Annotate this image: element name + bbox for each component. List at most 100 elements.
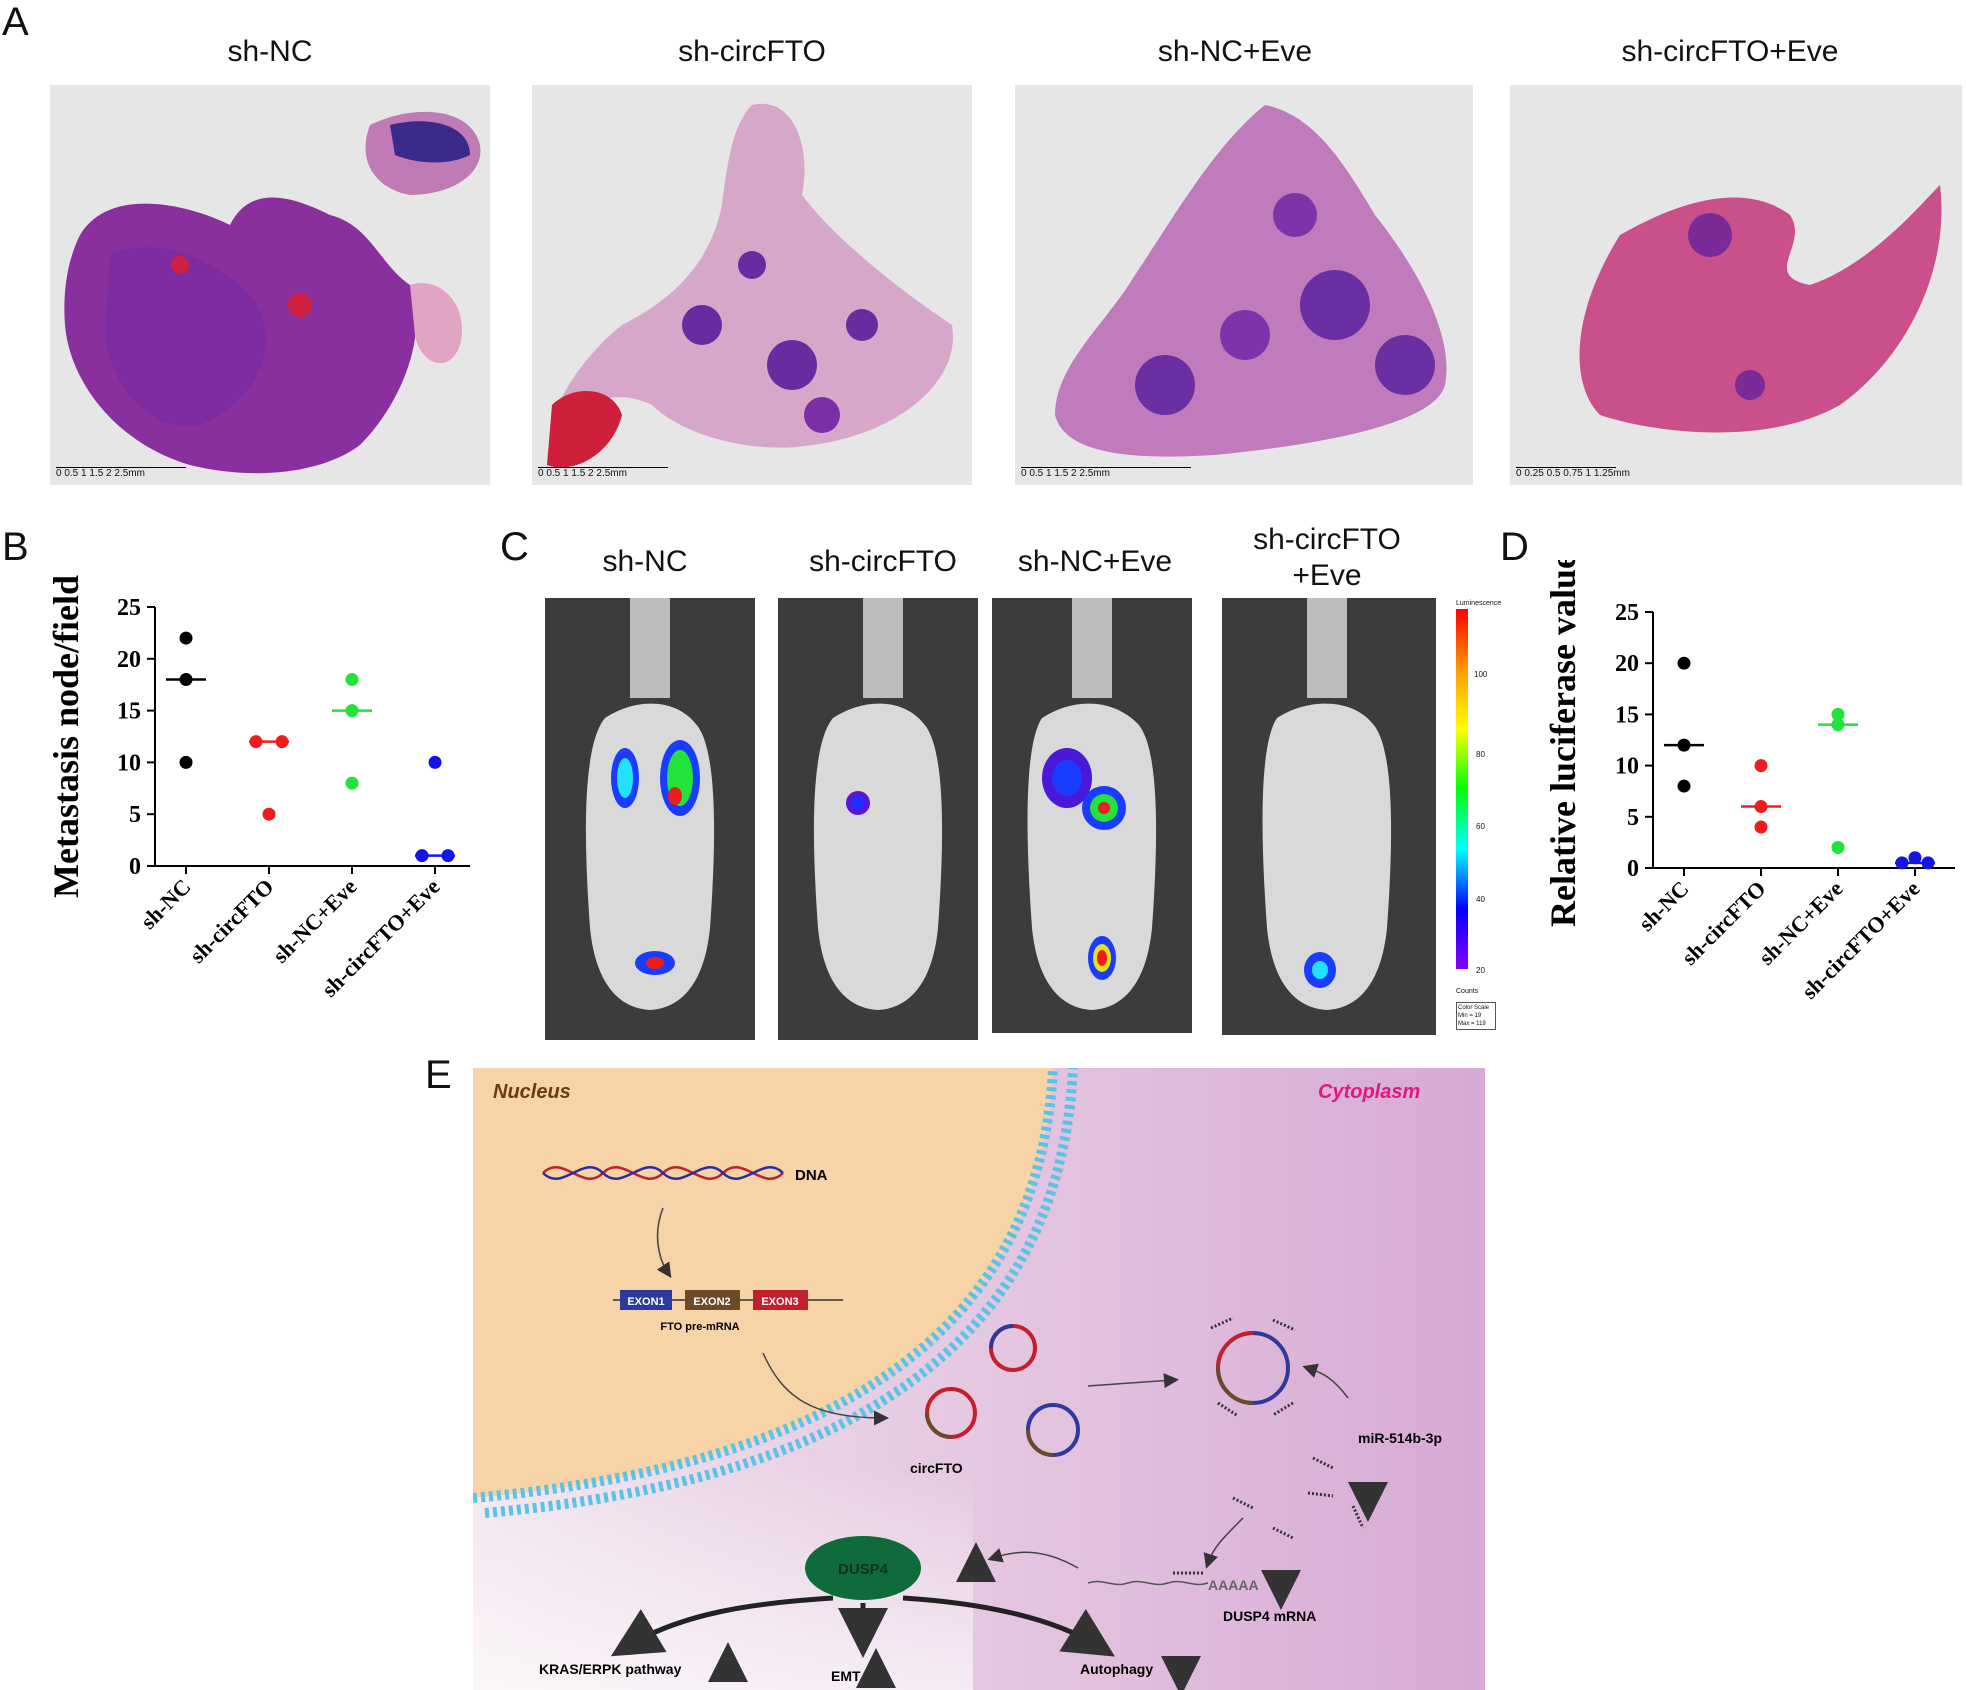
mouse-sh-nc-drawing <box>585 598 715 1010</box>
colorbar-tick-60: 60 <box>1476 822 1485 831</box>
mouse-image-sh-circfto <box>778 598 978 1040</box>
colorbar-counts: Counts <box>1456 988 1479 995</box>
y-tick-label: 25 <box>1615 600 1639 626</box>
mouse-image-sh-nc <box>545 598 755 1040</box>
circfto-ring-1-seg <box>989 1324 1014 1349</box>
nucleus-label: Nucleus <box>493 1081 571 1103</box>
histology-sh-nc-drawing <box>64 111 481 474</box>
data-point <box>1677 656 1691 670</box>
export-arrow <box>762 1352 889 1426</box>
dusp4-mrna-strand <box>1087 1580 1209 1586</box>
mouse-image-sh-nc-eve <box>992 598 1192 1033</box>
mir-target-arrow <box>1203 1517 1244 1569</box>
data-point <box>1921 856 1935 870</box>
data-point <box>179 673 193 687</box>
panel-letter-c: C <box>500 525 529 569</box>
y-axis-label: Metastasis node/field <box>46 575 86 898</box>
exon1-box <box>620 1290 672 1310</box>
data-point <box>1677 738 1691 752</box>
panel-letter-e: E <box>425 1053 452 1097</box>
panel-c-label-3: sh-NC+Eve <box>1017 545 1173 578</box>
panel-c-label-4: sh-circFTO +Eve <box>1253 523 1401 592</box>
dusp4-mrna-label: DUSP4 mRNA <box>1223 1608 1316 1624</box>
nuclear-membrane <box>473 1068 1058 1503</box>
chart-panel-b: 0 5 10 15 20 25 Metastasis node/field sh-NCsh-c… <box>46 575 470 1002</box>
dna-strand-2 <box>542 1166 784 1180</box>
data-point <box>1754 820 1768 834</box>
histology-image-sh-nc: 0 0.5 1 1.5 2 2.5mm <box>50 85 490 485</box>
data-point <box>441 849 455 863</box>
y-tick-label: 20 <box>117 647 141 673</box>
exon3-label: EXON3 <box>761 1296 798 1308</box>
circfto-sponge-seg2 <box>1216 1367 1254 1405</box>
histology-sh-circfto-drawing <box>547 103 953 468</box>
panel-letter-d: D <box>1500 525 1529 569</box>
polya-label: AAAAA <box>1208 1577 1259 1593</box>
scalebar-sh-circfto-eve: 0 0.25 0.5 0.75 1 1.25mm <box>1516 461 1630 479</box>
y-tick-label: 15 <box>1615 702 1639 728</box>
data-point <box>1908 851 1922 865</box>
scalebar-sh-nc: 0 0.5 1 1.5 2 2.5mm <box>56 461 186 479</box>
kras-label: KRAS/ERPK pathway <box>539 1661 682 1677</box>
data-point <box>1677 779 1691 793</box>
x-tick-label: sh-NC <box>1633 876 1693 936</box>
y-tick-label: 10 <box>117 750 141 776</box>
mir-label: miR-514b-3p <box>1358 1430 1442 1446</box>
y-tick-label: 5 <box>1627 805 1639 831</box>
panel-a-label-3: sh-NC+Eve <box>1157 35 1313 68</box>
panel-a-label-4: sh-circFTO+Eve <box>1621 35 1839 68</box>
histology-image-sh-circfto-eve: 0 0.25 0.5 0.75 1 1.25mm <box>1510 85 1962 485</box>
nuclear-membrane-outer <box>484 1068 1078 1518</box>
scalebar-sh-circfto: 0 0.5 1 1.5 2 2.5mm <box>538 461 668 479</box>
histology-image-sh-nc-eve: 0 0.5 1 1.5 2 2.5mm <box>1015 85 1473 485</box>
colorbar-gradient <box>1456 609 1468 969</box>
histology-image-sh-circfto: 0 0.5 1 1.5 2 2.5mm <box>532 85 972 485</box>
autophagy-label: Autophagy <box>1080 1661 1153 1677</box>
colorbar-tick-40: 40 <box>1476 895 1485 904</box>
histology-sh-nc-eve-drawing <box>1055 105 1447 457</box>
panel-a-label-2: sh-circFTO <box>678 35 826 68</box>
mouse-image-sh-circfto-eve <box>1222 598 1436 1035</box>
data-point <box>345 704 359 718</box>
sponge-arrow <box>1087 1373 1179 1389</box>
circfto-sponge-seg1 <box>1216 1331 1254 1369</box>
exon2-box <box>685 1290 740 1310</box>
x-tick-label: sh-NC <box>135 874 195 934</box>
data-point <box>1754 800 1768 814</box>
exon3-box <box>753 1290 808 1310</box>
data-point <box>275 735 289 749</box>
data-point <box>345 776 359 790</box>
cytoplasm-label: Cytoplasm <box>1318 1081 1420 1103</box>
chart-panel-d: 0 5 10 15 20 25 Relative luciferase value sh-NC… <box>1543 560 1955 1004</box>
bound-mirnas <box>1210 1316 1296 1418</box>
y-tick-label: 15 <box>117 699 141 725</box>
circfto-label: circFTO <box>910 1460 963 1476</box>
y-tick-label: 0 <box>1627 856 1639 882</box>
y-tick-label: 25 <box>117 595 141 621</box>
y-tick-label: 20 <box>1615 651 1639 677</box>
data-point <box>415 849 429 863</box>
kras-arrow <box>610 1595 834 1657</box>
data-point <box>1895 856 1909 870</box>
data-point <box>1831 841 1845 855</box>
data-point <box>179 631 193 645</box>
panel-a-label-1: sh-NC <box>227 35 313 68</box>
free-mirnas <box>1232 1456 1365 1540</box>
histology-sh-circfto-eve-drawing <box>1579 185 1942 433</box>
mouse-sh-nc-eve-drawing <box>1027 598 1157 1010</box>
data-point <box>345 673 359 687</box>
nucleus-region <box>473 1068 1053 1498</box>
data-point <box>1831 707 1845 721</box>
pre-mrna-label: FTO pre-mRNA <box>660 1321 739 1333</box>
panel-letter-b: B <box>2 525 29 569</box>
x-tick-label: sh-circFTO <box>185 874 279 968</box>
scalebar-sh-nc-eve: 0 0.5 1 1.5 2 2.5mm <box>1021 461 1191 479</box>
data-point <box>179 755 193 769</box>
transcription-arrow <box>656 1207 672 1278</box>
y-tick-label: 5 <box>129 802 141 828</box>
dusp4-label: DUSP4 <box>838 1561 889 1578</box>
mechanism-diagram: Nucleus Cytoplasm DNA EXON1 EXON2 EXON3 … <box>473 1068 1485 1690</box>
data-point <box>262 807 276 821</box>
data-point <box>428 755 442 769</box>
panel-letter-a: A <box>2 0 29 44</box>
